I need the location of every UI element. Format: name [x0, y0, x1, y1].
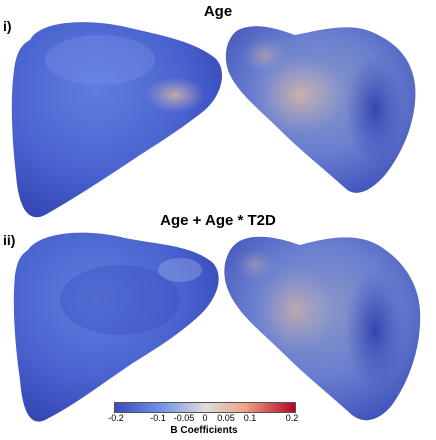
colorbar-tick: 0.2	[285, 413, 299, 423]
panel-label-top: i)	[3, 18, 12, 34]
colorbar-tick: 0.05	[217, 413, 235, 423]
colorbar-tick: -0.1	[150, 413, 166, 423]
surface-bottom-left	[13, 232, 219, 422]
colorbar-title: B Coefficients	[170, 425, 238, 436]
surface-bottom-right	[224, 236, 421, 421]
colorbar-tick: 0.1	[243, 413, 257, 423]
panel-title-bottom: Age + Age * T2D	[160, 212, 276, 229]
panel-label-bottom: ii)	[3, 232, 16, 248]
colorbar-tick: 0	[202, 413, 208, 423]
colorbar-gradient	[114, 402, 296, 413]
surface-top-left	[11, 22, 223, 218]
panel-title-top: Age	[203, 3, 233, 20]
colorbar-tick: -0.2	[108, 413, 124, 423]
surface-top-right	[225, 26, 416, 193]
colorbar-tick: -0.05	[173, 413, 195, 423]
